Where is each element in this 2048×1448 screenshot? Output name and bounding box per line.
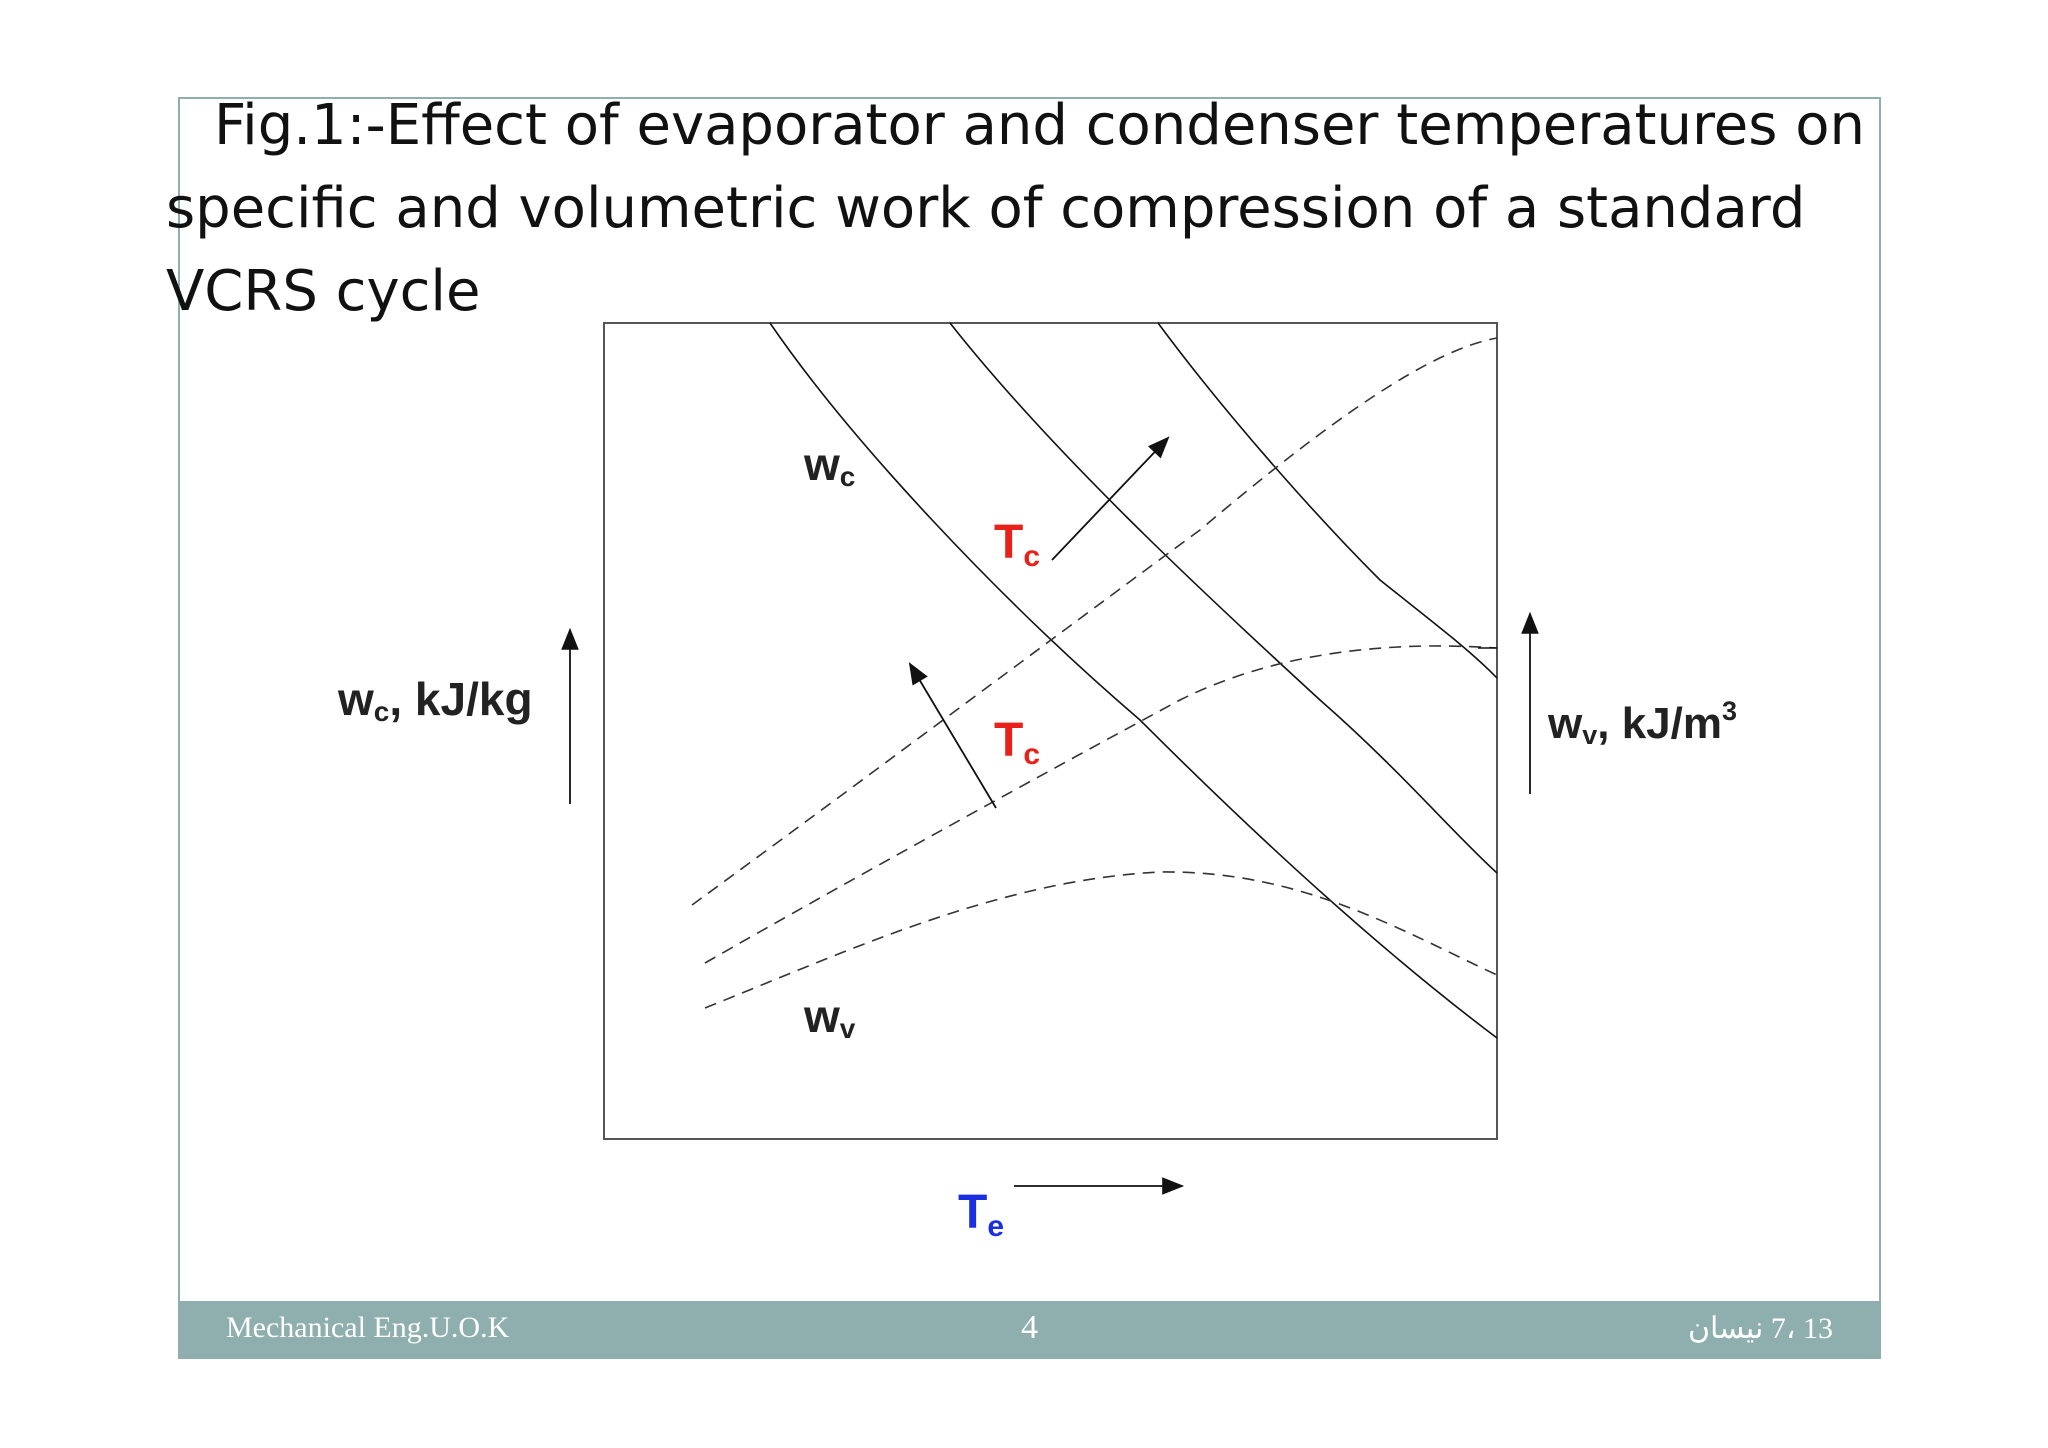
tc-label-lower: Tc (994, 714, 1040, 771)
slide-title: Fig.1:-Effect of evaporator and condense… (166, 93, 1865, 324)
tc-arrow-lower (908, 662, 997, 809)
left-axis-label: wc, kJ/kg (337, 673, 533, 727)
curve-label-wv: wv (803, 990, 856, 1044)
footer-institution: Mechanical Eng.U.O.K (226, 1311, 510, 1344)
slide-frame (178, 97, 1881, 1359)
curve-label-wc: wc (803, 438, 855, 492)
bottom-axis-label: Te (958, 1186, 1004, 1243)
wc-curve-mid (949, 322, 1498, 874)
tc-arrow-upper (1051, 436, 1170, 561)
wv-curve-mid (704, 645, 1498, 964)
wv-curve-low (704, 871, 1498, 1009)
wc-curve-high (1157, 322, 1498, 679)
wc-curve-low (769, 322, 1498, 1039)
plot-frame (603, 322, 1498, 1140)
right-axis-label: wv, kJ/m3 (1547, 696, 1737, 750)
tc-label-upper: Tc (994, 516, 1040, 573)
footer-date: 13 ،7 نيسان (1687, 1312, 1833, 1345)
slide-footer: Mechanical Eng.U.O.K 4 13 ،7 نيسان (178, 1301, 1881, 1359)
footer-page-number: 4 (1021, 1309, 1038, 1346)
wv-curve-high (691, 337, 1498, 906)
